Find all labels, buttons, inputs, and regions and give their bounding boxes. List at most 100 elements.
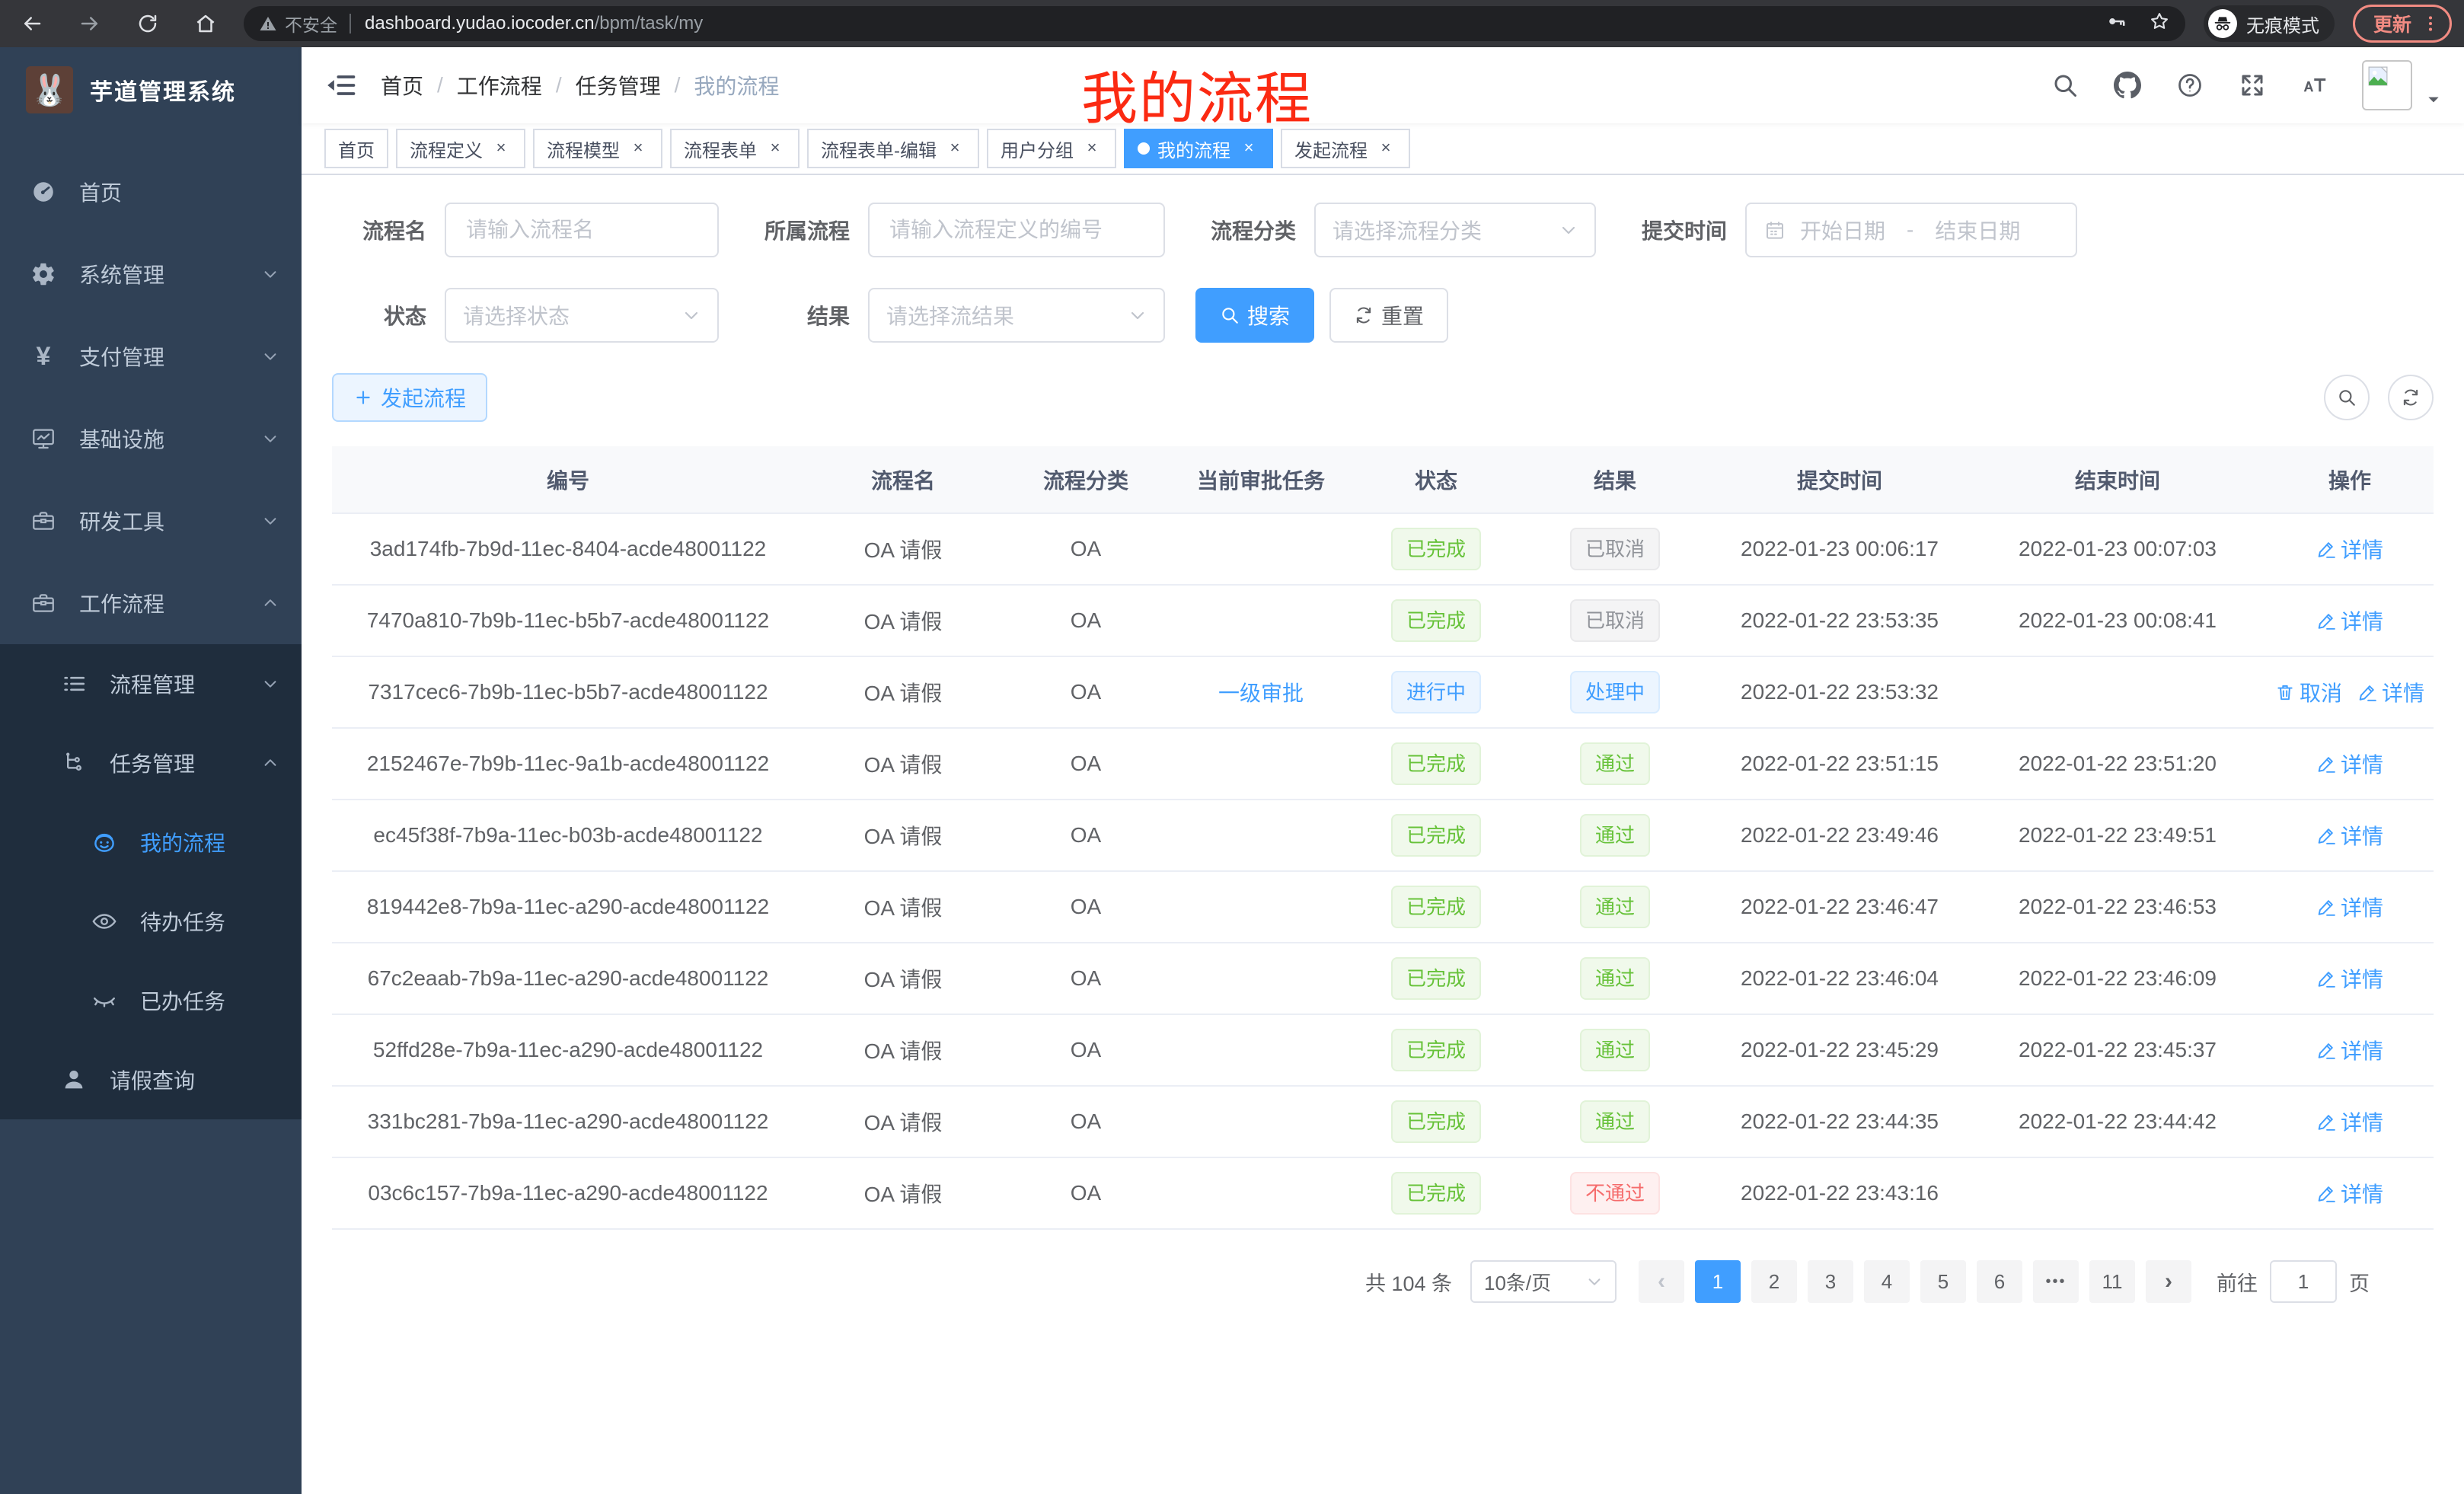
cancel-link[interactable]: 取消 bbox=[2275, 677, 2342, 707]
column-header: 流程分类 bbox=[1002, 446, 1170, 514]
tab-process-form[interactable]: 流程表单 × bbox=[670, 129, 800, 168]
action-label: 详情 bbox=[2340, 1183, 2383, 1206]
jump-page-input[interactable] bbox=[2270, 1260, 2337, 1303]
sidebar-item-home[interactable]: 首页 bbox=[0, 151, 302, 233]
detail-link[interactable]: 详情 bbox=[2316, 534, 2383, 564]
tab-process-model[interactable]: 流程模型 × bbox=[533, 129, 662, 168]
result-select[interactable]: 请选择流结果 bbox=[868, 288, 1165, 343]
detail-link[interactable]: 详情 bbox=[2316, 1178, 2383, 1208]
sidebar-item-system[interactable]: 系统管理 bbox=[0, 233, 302, 315]
kebab-menu-icon[interactable] bbox=[2421, 14, 2440, 34]
address-bar[interactable]: 不安全 dashboard.yudao.iocoder.cn/bpm/task/… bbox=[244, 6, 2185, 41]
detail-link[interactable]: 详情 bbox=[2316, 963, 2383, 994]
more-pages-button[interactable]: ••• bbox=[2033, 1260, 2079, 1303]
back-button[interactable] bbox=[12, 4, 52, 43]
close-icon[interactable]: × bbox=[1243, 138, 1254, 157]
detail-link[interactable]: 详情 bbox=[2316, 892, 2383, 922]
github-button[interactable] bbox=[2112, 70, 2143, 101]
breadcrumb-item[interactable]: 工作流程 bbox=[456, 75, 542, 98]
page-button[interactable]: 4 bbox=[1864, 1260, 1910, 1303]
page-button[interactable]: 2 bbox=[1751, 1260, 1797, 1303]
detail-link[interactable]: 详情 bbox=[2316, 1035, 2383, 1065]
reset-button[interactable]: 重置 bbox=[1329, 288, 1449, 343]
page-button[interactable]: 6 bbox=[1977, 1260, 2022, 1303]
process-name-input[interactable] bbox=[445, 203, 719, 257]
search-button[interactable]: 搜索 bbox=[1195, 288, 1315, 343]
fullscreen-button[interactable] bbox=[2237, 70, 2268, 101]
sidebar-item-infrastructure[interactable]: 基础设施 bbox=[0, 397, 302, 480]
sidebar-item-workflow[interactable]: 工作流程 bbox=[0, 562, 302, 644]
sidebar-item-my-process[interactable]: 我的流程 bbox=[0, 803, 302, 882]
refresh-circle-button[interactable] bbox=[2388, 375, 2434, 420]
start-process-label: 发起流程 bbox=[381, 387, 467, 410]
submit-time-date-range[interactable]: 开始日期 - 结束日期 bbox=[1745, 203, 2077, 257]
breadcrumb-item[interactable]: 任务管理 bbox=[575, 75, 661, 98]
parent-process-input[interactable] bbox=[868, 203, 1165, 257]
close-icon[interactable]: × bbox=[1087, 138, 1097, 157]
close-icon[interactable]: × bbox=[496, 138, 506, 157]
forward-button[interactable] bbox=[70, 4, 110, 43]
reload-button[interactable] bbox=[128, 4, 168, 43]
process-name-field[interactable] bbox=[463, 216, 701, 244]
process-category-select[interactable]: 请选择流程分类 bbox=[1314, 203, 1596, 257]
url-host: dashboard.yudao.iocoder.cn bbox=[365, 13, 595, 34]
page-button[interactable]: 1 bbox=[1695, 1260, 1741, 1303]
detail-link[interactable]: 详情 bbox=[2316, 1106, 2383, 1137]
sidebar-item-task-mgmt[interactable]: 任务管理 bbox=[0, 723, 302, 803]
tab-user-group[interactable]: 用户分组 × bbox=[987, 129, 1116, 168]
page-button[interactable]: 11 bbox=[2089, 1260, 2135, 1303]
tab-process-form-edit[interactable]: 流程表单-编辑 × bbox=[807, 129, 979, 168]
omnibox-key-button[interactable] bbox=[2106, 10, 2127, 38]
search-icon bbox=[1220, 305, 1240, 325]
tab-my-process[interactable]: 我的流程 × bbox=[1124, 129, 1273, 168]
action-label: 详情 bbox=[2382, 682, 2425, 705]
parent-process-field[interactable] bbox=[886, 216, 1147, 244]
tab-start-process[interactable]: 发起流程 × bbox=[1281, 129, 1410, 168]
prev-page-button[interactable]: ‹ bbox=[1639, 1260, 1684, 1303]
sidebar-item-leave-query[interactable]: 请假查询 bbox=[0, 1040, 302, 1119]
close-icon[interactable]: × bbox=[633, 138, 643, 157]
page-button[interactable]: 5 bbox=[1920, 1260, 1966, 1303]
calendar-icon bbox=[1763, 219, 1786, 241]
detail-link[interactable]: 详情 bbox=[2316, 820, 2383, 851]
result-badge: 已取消 bbox=[1569, 528, 1660, 570]
browser-update-button[interactable]: 更新 bbox=[2352, 5, 2452, 43]
page-size-select[interactable]: 10条/页 bbox=[1470, 1260, 1617, 1303]
breadcrumb-item[interactable]: 首页 bbox=[381, 75, 424, 98]
cell-category: OA bbox=[1002, 871, 1170, 943]
hamburger-icon[interactable] bbox=[324, 69, 358, 102]
sidebar-item-dev-tools[interactable]: 研发工具 bbox=[0, 480, 302, 562]
tab-label: 我的流程 bbox=[1157, 140, 1230, 161]
status-select[interactable]: 请选择状态 bbox=[445, 288, 719, 343]
detail-link[interactable]: 详情 bbox=[2357, 677, 2424, 707]
next-page-button[interactable]: › bbox=[2146, 1260, 2191, 1303]
sidebar-item-done-tasks[interactable]: 已办任务 bbox=[0, 961, 302, 1040]
cell-submit-time: 2022-01-22 23:53:35 bbox=[1710, 585, 1969, 657]
page-button[interactable]: 3 bbox=[1808, 1260, 1853, 1303]
detail-link[interactable]: 详情 bbox=[2316, 605, 2383, 636]
edit-icon bbox=[2316, 611, 2336, 630]
cell-result: 已取消 bbox=[1520, 513, 1710, 586]
close-icon[interactable]: × bbox=[950, 138, 960, 157]
question-button[interactable] bbox=[2175, 70, 2205, 101]
column-header: 结果 bbox=[1520, 446, 1710, 514]
home-button[interactable] bbox=[186, 4, 225, 43]
active-dot bbox=[1138, 142, 1150, 155]
tab-home[interactable]: 首页 bbox=[324, 129, 388, 168]
tab-process-definition[interactable]: 流程定义 × bbox=[396, 129, 525, 168]
sidebar-item-process-mgmt[interactable]: 流程管理 bbox=[0, 644, 302, 723]
detail-link[interactable]: 详情 bbox=[2316, 749, 2383, 779]
current-task-link[interactable]: 一级审批 bbox=[1218, 682, 1304, 705]
start-process-button[interactable]: 发起流程 bbox=[332, 373, 488, 422]
table-row: 67c2eaab-7b9a-11ec-a290-acde48001122 OA 请… bbox=[332, 943, 2434, 1015]
search-circle-button[interactable] bbox=[2324, 375, 2370, 420]
close-icon[interactable]: × bbox=[1380, 138, 1391, 157]
sidebar-item-todo-tasks[interactable]: 待办任务 bbox=[0, 882, 302, 961]
omnibox-star-button[interactable] bbox=[2149, 10, 2170, 38]
sidebar-logo-row[interactable]: 🐰 芋道管理系统 bbox=[0, 47, 302, 132]
font-size-button[interactable] bbox=[2300, 70, 2330, 101]
close-icon[interactable]: × bbox=[770, 138, 780, 157]
sidebar-item-payment[interactable]: ¥ 支付管理 bbox=[0, 315, 302, 397]
search-button[interactable] bbox=[2050, 70, 2080, 101]
avatar[interactable] bbox=[2362, 60, 2412, 110]
